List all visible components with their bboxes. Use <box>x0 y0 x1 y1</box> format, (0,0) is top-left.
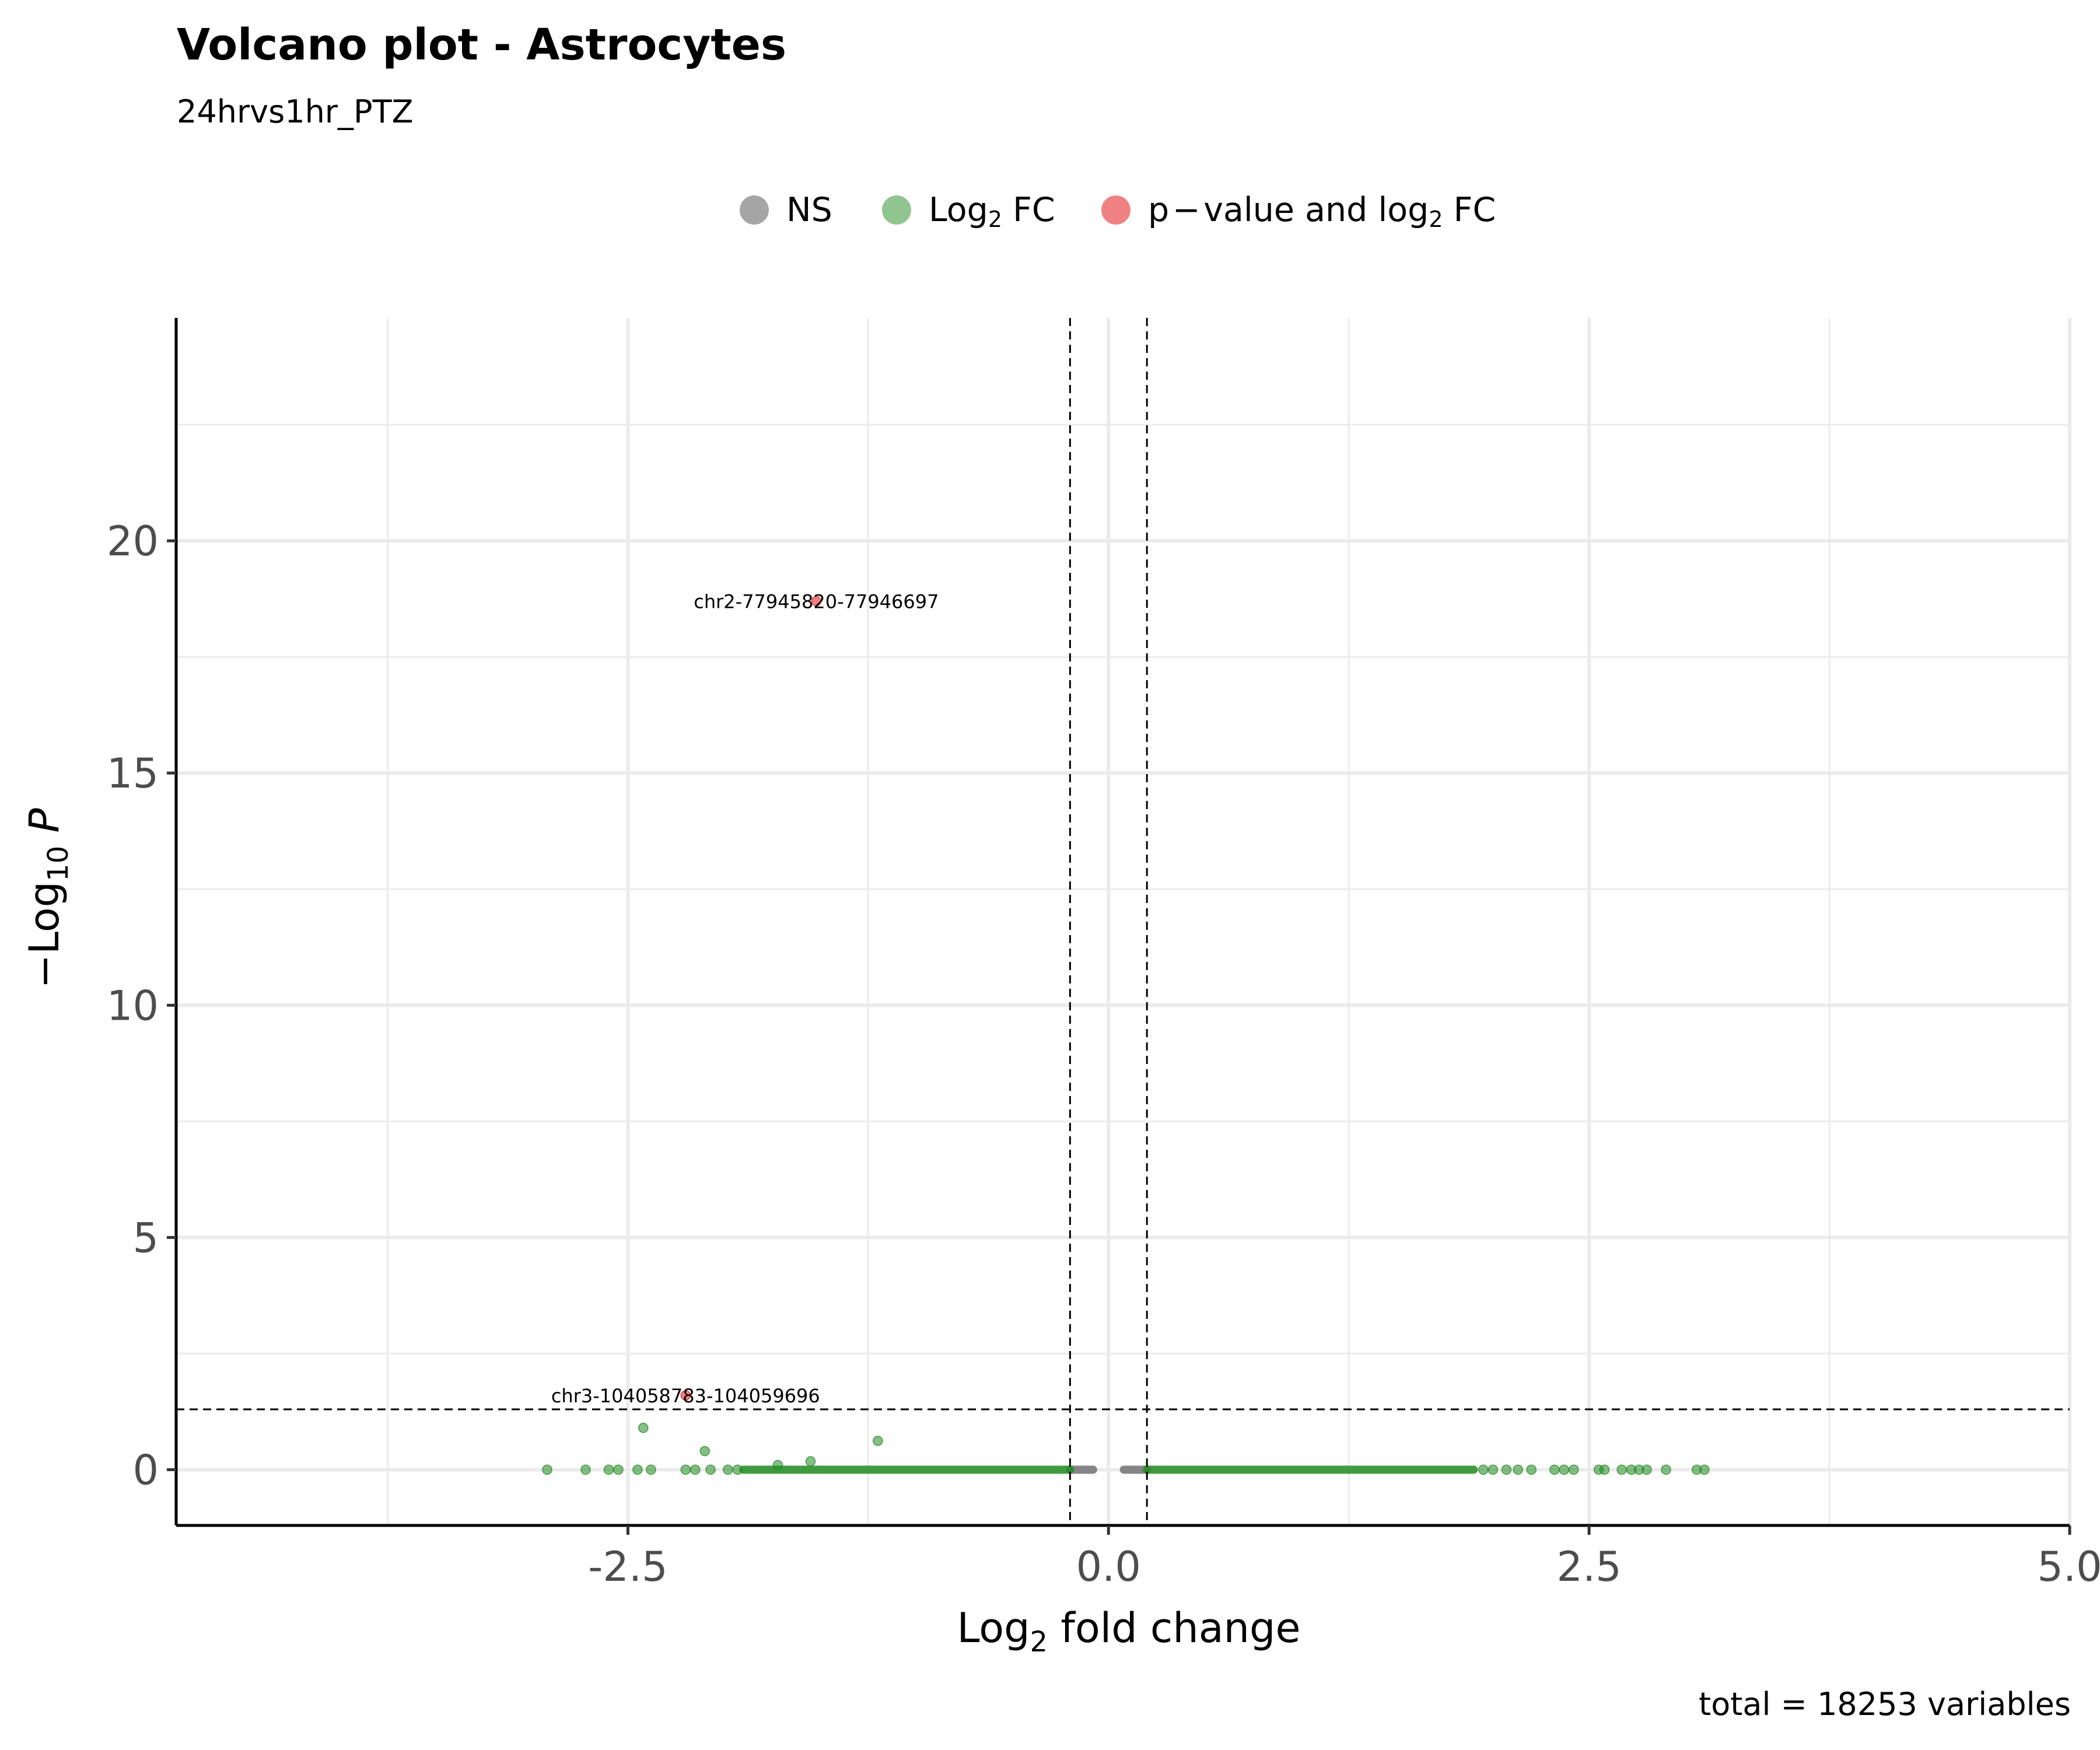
fc-point-12 <box>732 1464 743 1475</box>
fc-point-11 <box>723 1464 733 1475</box>
point-label: chr3-104058783-104059696 <box>551 1385 820 1407</box>
legend: NS Log2 FC p − value and log2 FC <box>0 187 2100 233</box>
fc-point-29 <box>1642 1464 1652 1475</box>
fc-point-3 <box>613 1464 624 1475</box>
fc-point-13 <box>772 1460 783 1471</box>
fc-point-4 <box>632 1464 643 1475</box>
y-axis-title: −Log10 P <box>20 808 75 989</box>
fc-point-26 <box>1616 1464 1627 1475</box>
y-tick-label: 20 <box>107 517 159 565</box>
x-tick-label: 2.5 <box>1556 1543 1621 1591</box>
y-tick-label: 5 <box>132 1214 159 1262</box>
axes <box>174 318 2070 1527</box>
legend-swatch-ns <box>740 195 769 225</box>
fc-point-25 <box>1599 1464 1610 1475</box>
fc-point-10 <box>705 1464 716 1475</box>
fc-point-15 <box>873 1436 883 1446</box>
fc-point-19 <box>1513 1464 1523 1475</box>
point-labels: chr2-77945820-77946697 chr3-104058783-104… <box>551 591 939 1407</box>
fc-point-14 <box>805 1456 816 1466</box>
x-tick-label: 0.0 <box>1076 1543 1141 1591</box>
x-tick-label: -2.5 <box>588 1543 668 1591</box>
fc-point-21 <box>1549 1464 1560 1475</box>
data-points <box>542 596 1710 1475</box>
cutoff-lines <box>176 318 2070 1525</box>
fc-point-20 <box>1526 1464 1537 1475</box>
point-label: chr2-77945820-77946697 <box>694 591 939 613</box>
legend-label-pvalue-log2fc: p − value and log2 FC <box>1148 191 1496 232</box>
caption: total = 18253 variables <box>1699 1686 2071 1723</box>
y-tick-label: 0 <box>132 1446 159 1494</box>
ticks: -2.5 0.0 2.5 5.0 0 5 10 15 20 <box>107 517 2100 1591</box>
legend-label-log2fc: Log2 FC <box>929 191 1055 232</box>
fc-point-8 <box>690 1464 701 1475</box>
fc-point-32 <box>1699 1464 1710 1475</box>
fc-point-0 <box>542 1464 552 1475</box>
fc-point-2 <box>603 1464 614 1475</box>
fc-point-30 <box>1661 1464 1671 1475</box>
chart-title: Volcano plot - Astrocytes <box>177 20 787 70</box>
chart-subtitle: 24hrvs1hr_PTZ <box>177 93 414 130</box>
x-tick-label: 5.0 <box>2037 1543 2100 1591</box>
legend-swatch-log2fc <box>882 195 911 225</box>
fc-point-22 <box>1559 1464 1570 1475</box>
legend-item-pvalue-log2fc: p − value and log2 FC <box>1101 187 1496 233</box>
fc-point-23 <box>1569 1464 1579 1475</box>
fc-point-9 <box>699 1446 710 1457</box>
legend-swatch-pvalue-log2fc <box>1101 195 1130 225</box>
sig-point-1 <box>680 1390 691 1401</box>
fc-point-18 <box>1501 1464 1512 1475</box>
fc-point-7 <box>680 1464 691 1475</box>
fc-point-6 <box>638 1423 649 1433</box>
fc-point-5 <box>646 1464 656 1475</box>
y-tick-label: 10 <box>107 982 159 1030</box>
x-axis-title: Log2 fold change <box>957 1604 1300 1658</box>
fc-point-17 <box>1488 1464 1499 1475</box>
grid <box>176 318 2071 1525</box>
sig-point-0 <box>811 596 822 607</box>
legend-label-ns: NS <box>786 191 832 229</box>
y-tick-label: 15 <box>107 750 159 797</box>
fc-point-1 <box>580 1464 591 1475</box>
legend-item-log2fc: Log2 FC <box>882 187 1055 233</box>
legend-item-ns: NS <box>740 187 832 233</box>
fc-point-16 <box>1478 1464 1489 1475</box>
